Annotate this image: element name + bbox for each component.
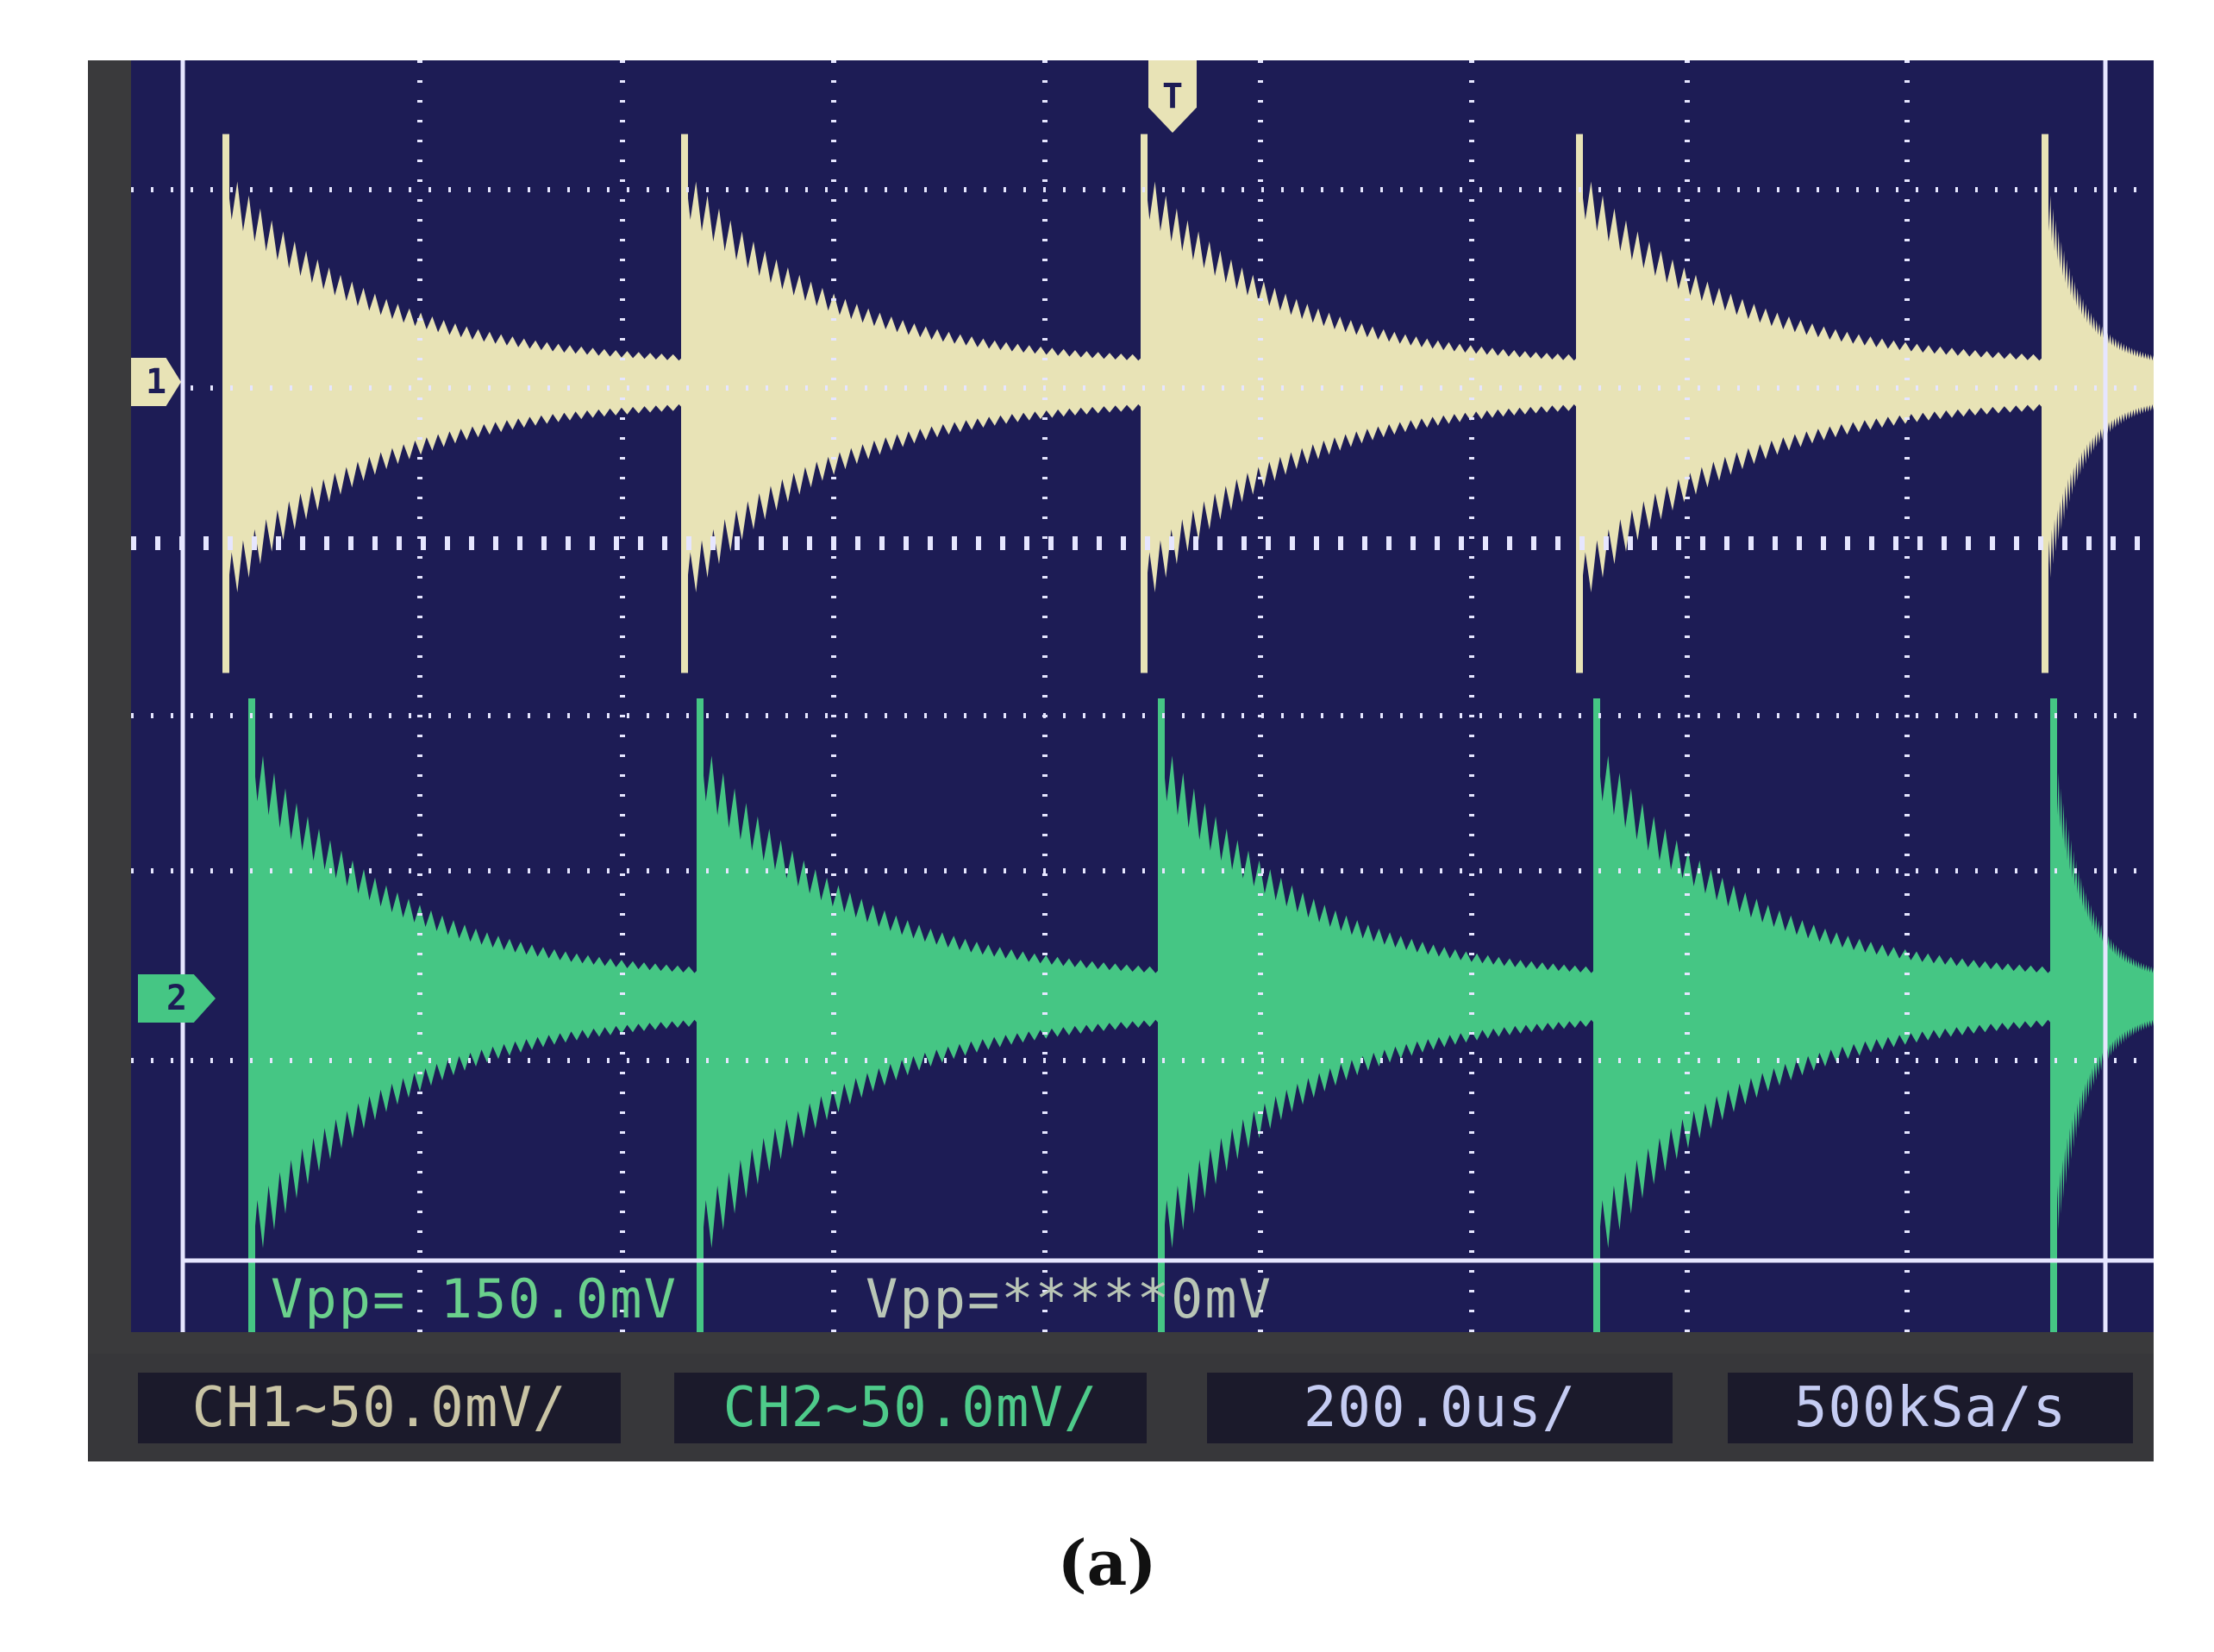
status-bar: CH1~50.0mV/ CH2~50.0mV/ 200.0us/ 500kSa/… [88, 1354, 2154, 1461]
caption-label: (a) [1057, 1526, 1157, 1599]
figure-caption: (a) [0, 1526, 2214, 1599]
oscilloscope-photo: 1 2 T Vpp= 150.0mV Vpp=*****0mV CH1~50.0… [88, 60, 2154, 1461]
sample-rate: 500kSa/s [1728, 1373, 2133, 1443]
vpp-ch2-readout: Vpp=*****0mV [866, 1267, 1273, 1330]
ch1-scale: CH1~50.0mV/ [138, 1373, 621, 1443]
graticule [131, 60, 2154, 1332]
ch2-scale: CH2~50.0mV/ [674, 1373, 1147, 1443]
oscilloscope-screen: 1 2 T Vpp= 150.0mV Vpp=*****0mV [131, 60, 2154, 1332]
vpp-ch1-readout: Vpp= 150.0mV [271, 1267, 678, 1330]
timebase: 200.0us/ [1207, 1373, 1673, 1443]
ch1-trace [226, 166, 2154, 609]
